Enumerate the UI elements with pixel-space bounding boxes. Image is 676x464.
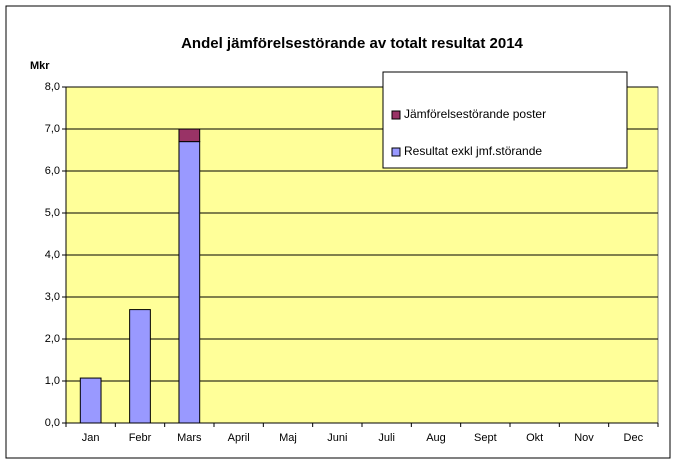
x-tick-label: Dec — [624, 432, 644, 444]
legend-label: Jämförelsestörande poster — [404, 107, 546, 121]
legend-swatch — [391, 147, 401, 157]
bar-segment — [79, 377, 102, 424]
x-tick-label: Mars — [177, 432, 202, 444]
x-tick-label: Juni — [327, 432, 347, 444]
bar-segment — [178, 141, 201, 424]
y-tick-label: 4,0 — [45, 249, 60, 261]
x-tick-label: Jan — [82, 432, 100, 444]
y-tick-label: 6,0 — [45, 165, 60, 177]
bar-segment — [178, 128, 201, 143]
x-tick-label: Nov — [574, 432, 594, 444]
y-tick-label: 2,0 — [45, 333, 60, 345]
y-tick-label: 0,0 — [45, 417, 60, 429]
legend-label: Resultat exkl jmf.störande — [404, 144, 542, 158]
x-tick-label: Juli — [378, 432, 395, 444]
y-tick-label: 5,0 — [45, 207, 60, 219]
y-axis-label: Mkr — [30, 60, 50, 72]
x-tick-label: Febr — [129, 432, 152, 444]
chart-title: Andel jämförelsestörande av totalt resul… — [181, 35, 523, 52]
y-tick-label: 7,0 — [45, 123, 60, 135]
y-tick-label: 3,0 — [45, 291, 60, 303]
x-tick-label: Sept — [474, 432, 497, 444]
x-tick-label: Okt — [526, 432, 543, 444]
legend-box — [382, 71, 628, 169]
bar-segment — [129, 309, 151, 424]
y-tick-label: 1,0 — [45, 375, 60, 387]
legend-swatch — [391, 110, 401, 120]
x-tick-label: April — [228, 432, 250, 444]
y-tick-label: 8,0 — [45, 81, 60, 93]
x-tick-label: Aug — [426, 432, 446, 444]
x-tick-label: Maj — [279, 432, 297, 444]
